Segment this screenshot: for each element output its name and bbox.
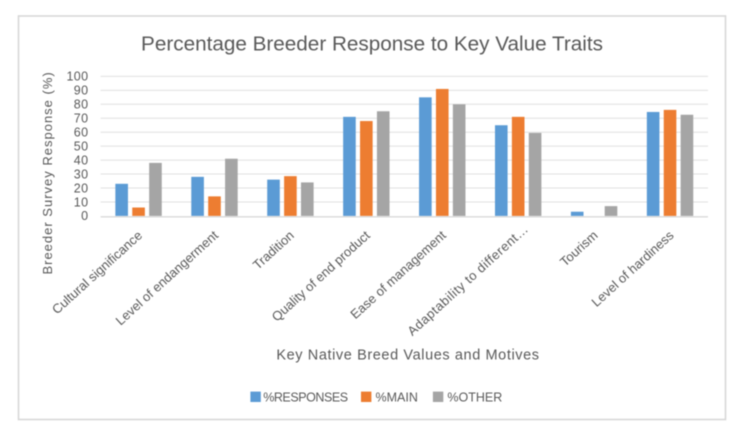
- svg-text:%RESPONSES: %RESPONSES: [263, 390, 348, 404]
- svg-text:%MAIN: %MAIN: [376, 390, 418, 404]
- svg-text:30: 30: [74, 167, 89, 181]
- svg-text:20: 20: [74, 181, 89, 195]
- svg-text:Key Native Breed Values and Mo: Key Native Breed Values and Motives: [276, 348, 539, 364]
- svg-text:70: 70: [74, 112, 89, 126]
- svg-text:100: 100: [66, 70, 88, 84]
- svg-text:Percentage Breeder Response to: Percentage Breeder Response to Key Value…: [141, 33, 603, 56]
- svg-text:80: 80: [74, 98, 89, 112]
- svg-text:0: 0: [81, 209, 88, 223]
- svg-text:50: 50: [74, 139, 89, 153]
- svg-text:10: 10: [74, 195, 89, 209]
- svg-text:Breeder Survey Response (%): Breeder Survey Response (%): [40, 71, 55, 274]
- svg-text:90: 90: [74, 84, 89, 98]
- svg-text:40: 40: [74, 153, 89, 167]
- svg-text:60: 60: [74, 126, 89, 140]
- svg-text:%OTHER: %OTHER: [447, 390, 502, 404]
